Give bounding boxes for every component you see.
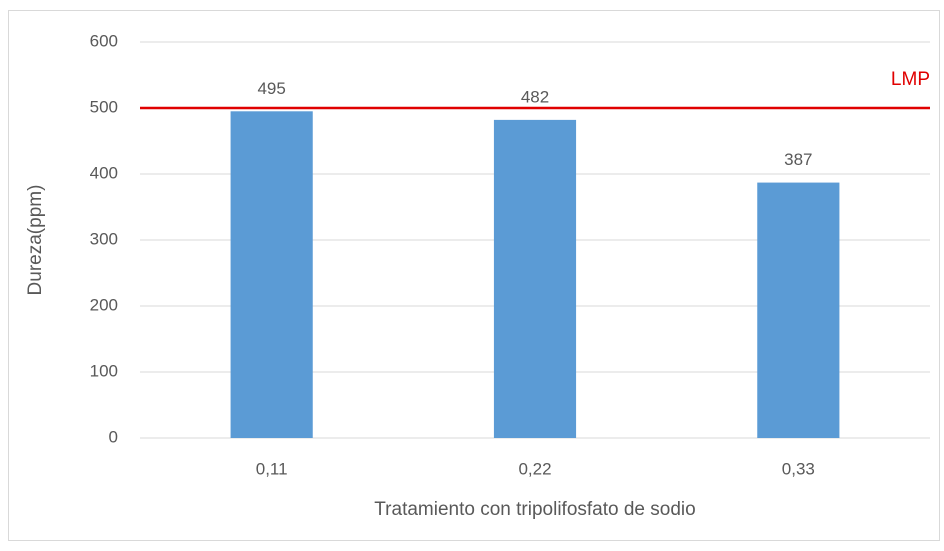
y-tick-label: 300 [90, 229, 118, 248]
x-axis-title: Tratamiento con tripolifosfato de sodio [374, 499, 695, 520]
bar [493, 119, 577, 438]
y-tick-label: 200 [90, 295, 118, 314]
bar [757, 182, 840, 438]
data-label: 495 [257, 79, 285, 98]
y-tick-label: 100 [90, 361, 118, 380]
bar [230, 111, 313, 439]
y-tick-label: 600 [90, 31, 118, 50]
reference-label: LMP [891, 69, 930, 90]
y-tick-label: 400 [90, 163, 118, 182]
data-label: 482 [521, 87, 549, 106]
y-axis-title: Dureza(ppm) [25, 185, 46, 296]
x-tick-label: 0,33 [782, 459, 815, 478]
y-tick-label: 500 [90, 97, 118, 116]
y-tick-label: 0 [109, 427, 118, 446]
x-tick-label: 0,22 [518, 459, 551, 478]
data-label: 387 [784, 150, 812, 169]
x-tick-label: 0,11 [256, 459, 288, 478]
